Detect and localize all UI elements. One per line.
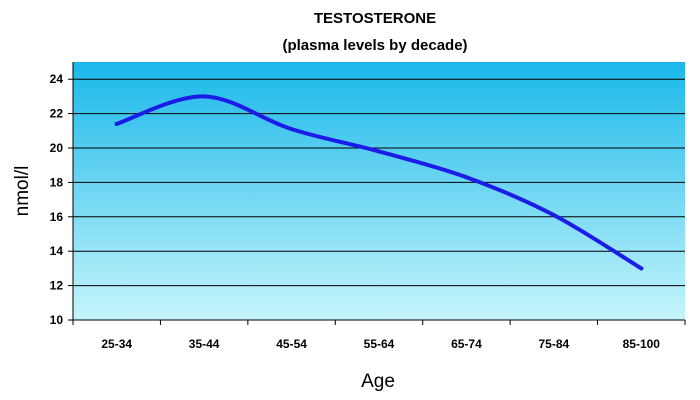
chart-title: TESTOSTERONE [314,10,436,27]
x-tick-label: 25-34 [101,337,132,351]
chart-subtitle: (plasma levels by decade) [282,37,467,54]
x-axis-ticks: 25-34 35-44 45-54 55-64 65-74 75-84 85-100 [72,320,686,351]
data-point-75-84 [551,213,556,218]
y-tick-label: 14 [50,244,64,258]
data-point-55-64 [377,149,381,154]
y-tick-label: 24 [50,72,64,86]
x-tick-label: 85-100 [623,337,661,351]
x-axis-title: Age [361,371,395,392]
plot-area [73,62,685,320]
y-tick-label: 16 [50,210,64,224]
x-tick-label: 75-84 [539,337,570,351]
y-tick-label: 18 [50,175,64,189]
grid-lines [73,78,685,287]
y-tick-label: 20 [50,141,64,155]
data-point-45-54 [289,127,294,132]
y-tick-label: 12 [50,279,64,293]
data-point-35-44 [202,94,207,99]
y-axis-ticks: 10 12 14 16 18 20 22 24 [50,72,73,327]
y-axis-title: nmol/l [12,166,33,217]
data-point-65-74 [464,175,469,180]
x-tick-label: 35-44 [189,337,220,351]
y-tick-label: 22 [50,107,64,121]
data-point-25-34 [114,121,119,126]
x-tick-label: 55-64 [364,337,395,351]
y-tick-label: 10 [50,313,64,327]
data-points [114,94,644,271]
x-tick-label: 65-74 [451,337,482,351]
x-tick-label: 45-54 [276,337,307,351]
data-point-85-100 [639,266,644,271]
